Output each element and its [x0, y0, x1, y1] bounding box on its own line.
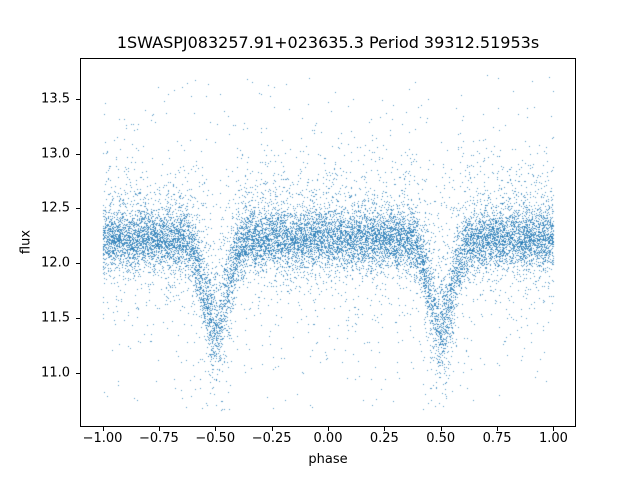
x-tick-mark — [553, 427, 555, 431]
y-tick-mark — [76, 318, 80, 320]
x-tick-label: 0.25 — [369, 431, 399, 446]
x-tick-label: 0.00 — [313, 431, 343, 446]
y-tick-mark — [76, 98, 80, 100]
y-tick-label: 12.5 — [41, 200, 70, 216]
x-tick-mark — [102, 427, 104, 431]
scatter-points — [80, 58, 576, 427]
x-tick-label: −0.50 — [195, 431, 236, 446]
x-tick-mark — [384, 427, 386, 431]
x-tick-mark — [158, 427, 160, 431]
y-tick-mark — [76, 208, 80, 210]
y-tick-label: 11.0 — [41, 365, 70, 381]
x-tick-mark — [271, 427, 273, 431]
x-tick-label: 0.50 — [426, 431, 456, 446]
x-tick-mark — [497, 427, 499, 431]
y-tick-mark — [76, 153, 80, 155]
x-tick-label: 0.75 — [482, 431, 512, 446]
x-tick-mark — [328, 427, 329, 431]
x-tick-mark — [440, 427, 442, 431]
chart-title: 1SWASPJ083257.91+023635.3 Period 39312.5… — [116, 33, 540, 52]
y-tick-mark — [76, 373, 80, 375]
y-tick-label: 13.0 — [41, 146, 70, 162]
y-tick-label: 13.5 — [41, 91, 70, 107]
y-tick-label: 11.5 — [41, 310, 70, 326]
x-tick-label: −1.00 — [82, 431, 123, 446]
y-axis-label: flux — [18, 229, 34, 255]
x-tick-mark — [215, 427, 217, 431]
x-tick-label: 1.00 — [538, 431, 568, 446]
y-tick-mark — [76, 263, 80, 265]
x-tick-label: −0.75 — [138, 431, 179, 446]
y-tick-label: 12.0 — [41, 255, 70, 271]
x-tick-label: −0.25 — [251, 431, 292, 446]
x-axis-label: phase — [308, 452, 348, 467]
